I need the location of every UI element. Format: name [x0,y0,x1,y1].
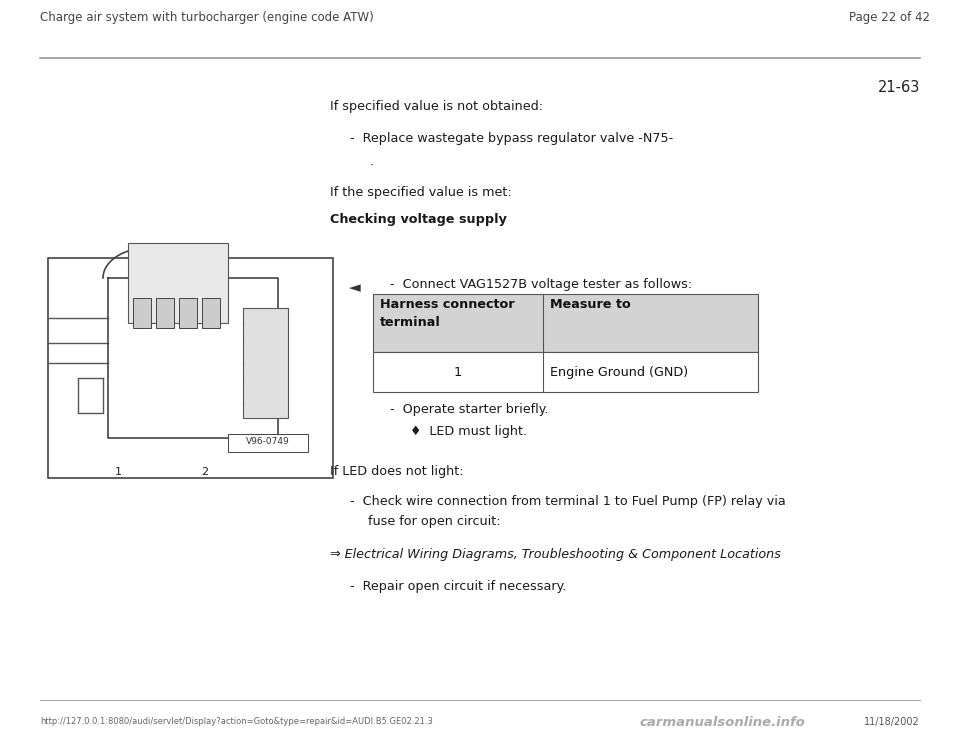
Text: fuse for open circuit:: fuse for open circuit: [368,515,500,528]
Text: Page 22 of 42: Page 22 of 42 [849,11,930,24]
Bar [228,434,308,452]
Text: If LED does not light:: If LED does not light: [330,465,464,478]
Bar [128,243,228,323]
Text: ♦  LED must light.: ♦ LED must light. [410,425,527,438]
Text: -  Operate starter briefly.: - Operate starter briefly. [390,403,548,416]
Text: -  Replace wastegate bypass regulator valve -N75-: - Replace wastegate bypass regulator val… [350,132,673,145]
Text: ⇒ Electrical Wiring Diagrams, Troubleshooting & Component Locations: ⇒ Electrical Wiring Diagrams, Troublesho… [330,548,780,561]
Text: V96-0749: V96-0749 [246,438,290,447]
Text: -  Connect VAG1527B voltage tester as follows:: - Connect VAG1527B voltage tester as fol… [390,278,692,291]
Text: If the specified value is met:: If the specified value is met: [330,186,512,199]
Text: Measure to: Measure to [550,298,631,311]
Text: Charge air system with turbocharger (engine code ATW): Charge air system with turbocharger (eng… [40,11,373,24]
Text: carmanualsonline.info: carmanualsonline.info [640,715,805,729]
Text: 21-63: 21-63 [877,80,920,95]
Text: 1: 1 [114,467,122,477]
Text: -  Repair open circuit if necessary.: - Repair open circuit if necessary. [350,580,566,593]
Bar [373,352,758,392]
Bar [202,298,220,328]
Polygon shape [243,308,288,418]
Text: 1: 1 [454,366,462,378]
Text: Engine Ground (GND): Engine Ground (GND) [550,366,688,378]
Text: Harness connector
terminal: Harness connector terminal [380,298,515,329]
Bar [179,298,197,328]
Text: .: . [370,155,374,168]
Bar [373,294,758,352]
Text: 2: 2 [202,467,208,477]
Text: If specified value is not obtained:: If specified value is not obtained: [330,100,543,113]
Text: http://127.0.0.1:8080/audi/servlet/Display?action=Goto&type=repair&id=AUDI.B5.GE: http://127.0.0.1:8080/audi/servlet/Displ… [40,718,433,726]
Text: ◄: ◄ [349,280,361,295]
Text: 11/18/2002: 11/18/2002 [864,717,920,727]
Text: -  Check wire connection from terminal 1 to Fuel Pump (FP) relay via: - Check wire connection from terminal 1 … [350,495,785,508]
Bar [156,298,174,328]
Bar [133,298,151,328]
Bar [48,258,333,478]
Text: Checking voltage supply: Checking voltage supply [330,213,507,226]
